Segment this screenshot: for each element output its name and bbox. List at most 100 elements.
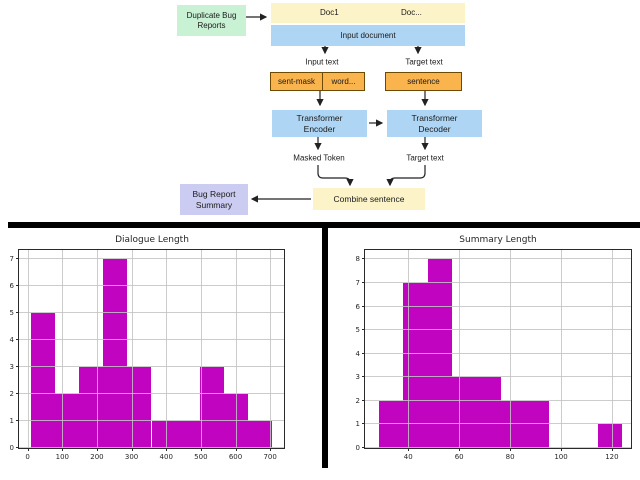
y-tick-mark (16, 393, 19, 395)
x-tick-mark (62, 448, 64, 451)
y-tick-mark (362, 282, 365, 283)
y-tick-mark (362, 352, 365, 354)
gridline-horizontal (365, 352, 631, 354)
node-combine-sentence: Combine sentence (313, 188, 425, 210)
node-transformer-encoder: Transformer Encoder (272, 110, 367, 137)
x-tick-mark (561, 448, 562, 451)
x-tick-label: 400 (159, 453, 173, 461)
y-tick-label: 8 (355, 255, 360, 264)
node-docs-row: Doc1 Doc... (271, 3, 465, 23)
y-tick-label: 0 (9, 444, 14, 452)
y-tick-mark (362, 376, 365, 378)
gridline-horizontal (19, 366, 284, 368)
y-tick-mark (16, 312, 19, 314)
histogram-bar (151, 421, 176, 448)
x-tick-mark (459, 448, 461, 451)
y-tick-mark (16, 447, 19, 448)
x-tick-mark (510, 448, 512, 451)
y-tick-mark (362, 399, 365, 401)
x-tick-mark (611, 448, 613, 451)
node-input-document: Input document (271, 25, 465, 46)
histogram-bar (476, 377, 501, 448)
x-tick-label: 0 (25, 453, 30, 461)
gridline-vertical (166, 250, 168, 448)
label-target-text-top: Target text (405, 57, 443, 67)
gridline-horizontal (19, 447, 284, 448)
gridline-horizontal (19, 258, 284, 260)
x-tick-label: 300 (124, 453, 139, 461)
summary-length-chart: Summary Length 40 60 80 100 120 0 1 2 3 4 5 6 7 8 (330, 228, 640, 478)
node-duplicate-bug-reports: Duplicate Bug Reports (177, 5, 246, 36)
y-tick-label: 2 (9, 390, 14, 399)
y-tick-mark (16, 285, 19, 287)
y-tick-label: 1 (9, 417, 14, 426)
x-tick-label: 80 (505, 453, 515, 461)
y-tick-mark (362, 423, 365, 425)
x-tick-label: 100 (554, 453, 568, 461)
node-bug-report-summary: Bug Report Summary (180, 184, 248, 215)
histogram-bar (55, 394, 80, 448)
histogram-bar (403, 283, 428, 448)
histogram-bar (127, 367, 152, 448)
dialogue-length-plot-area: 0 100 200 300 400 500 600 700 0 1 2 3 4 5 6 7 (10, 249, 285, 461)
x-tick-mark (166, 448, 168, 451)
gridline-horizontal (19, 312, 284, 314)
gridline-horizontal (365, 423, 631, 425)
x-tick-label: 40 (403, 453, 413, 461)
chart-title-summary-length: Summary Length (459, 235, 537, 245)
gridline-horizontal (365, 399, 631, 401)
x-tick-label: 200 (90, 453, 104, 461)
x-tick-mark (200, 448, 202, 451)
x-tick-label: 120 (605, 453, 619, 461)
arrow-maskedtoken-to-combine (317, 165, 354, 187)
summary-length-plot-area: 40 60 80 100 120 0 1 2 3 4 5 6 7 8 (356, 249, 632, 461)
histogram-bar (175, 421, 200, 448)
x-tick-label: 60 (454, 453, 464, 461)
gridline-vertical (611, 250, 613, 448)
x-tick-label: 600 (228, 453, 243, 461)
gridline-vertical (200, 250, 202, 448)
gridline-horizontal (365, 258, 631, 260)
gridline-horizontal (365, 376, 631, 378)
x-tick-mark (131, 448, 133, 451)
x-tick-mark (27, 448, 29, 451)
node-word-more: word... (331, 77, 356, 86)
y-tick-label: 7 (355, 279, 360, 287)
vertical-divider (322, 228, 328, 468)
x-tick-label: 100 (55, 453, 69, 461)
y-tick-mark (16, 420, 19, 422)
gridline-horizontal (19, 285, 284, 287)
y-tick-mark (362, 305, 365, 307)
y-tick-label: 4 (355, 349, 360, 358)
node-input-tokens: sent-mask word... (270, 72, 365, 91)
y-tick-label: 0 (355, 444, 360, 452)
gridline-horizontal (19, 420, 284, 422)
gridline-vertical (27, 250, 29, 448)
y-tick-mark (16, 258, 19, 260)
gridline-vertical (408, 250, 410, 448)
gridline-vertical (131, 250, 133, 448)
arrow-targettext-to-combine (386, 165, 426, 187)
histogram-bar (199, 367, 224, 448)
gridline-vertical (459, 250, 461, 448)
y-tick-mark (16, 339, 19, 341)
y-tick-mark (16, 366, 19, 368)
x-tick-mark (235, 448, 237, 451)
node-doc-more: Doc... (401, 8, 422, 17)
y-tick-label: 7 (9, 255, 14, 264)
y-tick-mark (362, 329, 365, 331)
node-sent-mask: sent-mask (271, 73, 323, 90)
dialogue-length-chart: Dialogue Length 0 100 200 300 400 500 600 700 0 1… (0, 228, 315, 478)
y-tick-label: 2 (355, 396, 360, 405)
x-tick-mark (270, 448, 272, 451)
gridline-horizontal (365, 329, 631, 331)
label-input-text: Input text (305, 57, 339, 67)
label-target-text-bottom: Target text (406, 153, 444, 163)
gridline-vertical (270, 250, 272, 448)
gridline-vertical (62, 250, 64, 448)
histogram-bar (427, 259, 452, 448)
gridline-horizontal (365, 447, 631, 448)
diagram-arrows (246, 13, 429, 203)
gridline-horizontal (365, 305, 631, 307)
